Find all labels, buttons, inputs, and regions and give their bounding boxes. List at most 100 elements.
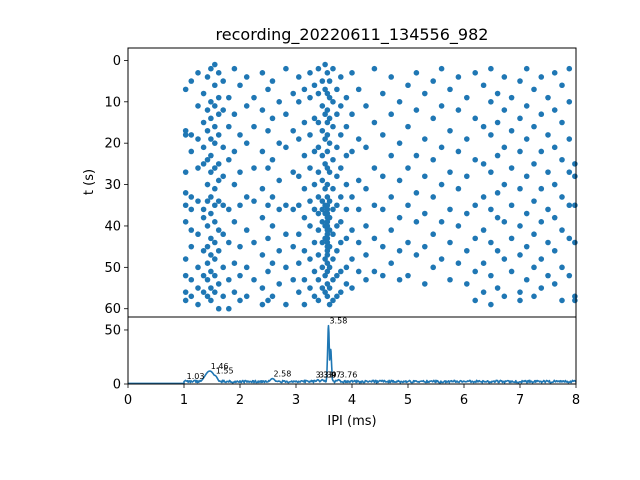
raster-point [226,156,232,163]
raster-point [326,264,333,271]
raster-point [200,247,207,254]
raster-point [212,202,218,209]
raster-point [326,78,333,84]
raster-point [363,144,369,151]
raster-point [311,239,318,246]
raster-point [212,256,218,262]
raster-point [296,289,302,295]
raster-point [338,103,344,109]
raster-point [343,94,350,101]
raster-point [324,148,331,155]
raster-point [237,243,243,250]
raster-point [388,227,395,233]
raster-point [324,293,331,300]
raster-y-tick-label: 50 [104,261,121,276]
histogram-peak-annotations: 1.03 1.461.55 2.58 3.333.393.47 3.58 3.76 [187,317,358,381]
raster-point [380,90,386,97]
raster-point [430,231,437,238]
raster-point [324,107,331,113]
raster-point [311,181,318,188]
raster-point [334,223,340,229]
raster-point [422,210,428,217]
raster-point [290,206,297,213]
raster-point [523,65,530,72]
raster-point [212,61,218,68]
raster-point [243,194,250,200]
raster-point [301,185,308,192]
raster-point [494,285,501,291]
peak-annotation-label: 1.55 [216,366,234,375]
raster-point [259,107,266,113]
raster-point [269,156,276,163]
raster-point [388,260,395,267]
raster-point [243,103,250,109]
raster-point [237,169,243,175]
raster-point [208,169,214,175]
raster-point [480,260,487,267]
raster-point [269,115,276,122]
raster-point [326,94,333,101]
raster-point [326,285,333,291]
raster-point [488,132,494,138]
raster-point [204,127,211,134]
raster-point [212,82,218,89]
raster-point [195,165,201,171]
raster-point [265,86,271,93]
raster-point [319,103,326,109]
raster-point [237,272,243,279]
raster-point [523,243,530,250]
raster-point [494,152,501,159]
raster-point [195,136,201,142]
raster-point [330,256,336,262]
raster-point [330,156,336,163]
raster-point [259,148,266,155]
raster-point [220,293,226,300]
raster-point [315,252,322,258]
raster-point [215,305,222,312]
chart-title: recording_20220611_134556_982 [216,25,489,45]
raster-point [226,206,232,213]
raster-point [231,111,238,118]
raster-point [269,194,276,200]
histogram-x-tick-label: 5 [404,393,412,408]
raster-point [494,119,501,126]
raster-point [212,239,218,246]
raster-point [226,123,232,130]
raster-point [531,86,537,93]
peak-annotation-label: 1.03 [187,372,205,381]
raster-point [265,297,271,304]
raster-point [307,70,313,76]
raster-point [182,190,189,196]
histogram-x-tick-label: 2 [236,393,244,408]
raster-point [322,185,328,192]
raster-point [551,247,558,254]
raster-point [494,90,501,97]
raster-point [538,256,545,262]
raster-point [315,276,322,283]
raster-point [311,293,318,300]
raster-point [276,281,283,287]
raster-point [330,231,336,238]
raster-point [204,260,211,267]
raster-point [220,144,226,151]
raster-point [488,169,494,175]
raster-point [220,202,226,209]
raster-point [208,268,214,275]
histogram-panel: 1.031.461.55 2.58 3.333.393.473.583.76 050… [104,316,580,429]
raster-point [212,103,218,109]
raster-point [276,206,283,213]
raster-point [523,136,530,142]
raster-point [413,252,420,258]
histogram-x-axis-label: IPI (ms) [327,414,376,429]
raster-point [182,219,189,225]
histogram-x-tick-label: 7 [516,393,524,408]
raster-point [396,140,403,146]
raster-point [396,247,403,254]
raster-point [363,252,369,258]
raster-point [523,103,530,109]
raster-point [204,276,211,283]
raster-point [455,74,462,80]
raster-point [283,301,289,308]
raster-point [204,243,211,250]
raster-point [212,289,218,295]
